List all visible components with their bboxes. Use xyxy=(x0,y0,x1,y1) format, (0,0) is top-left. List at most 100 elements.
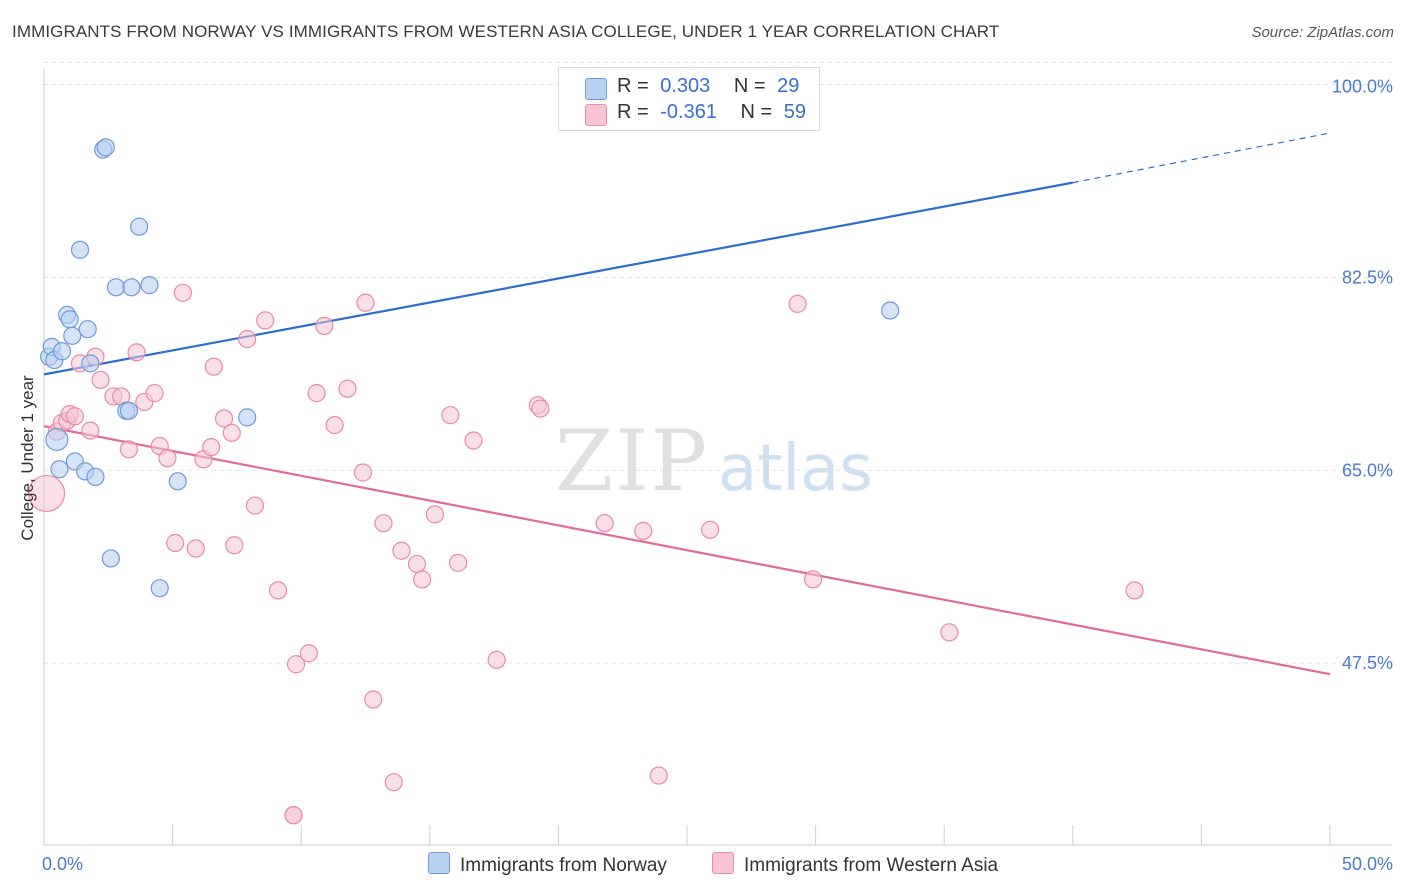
western-asia-point-20 xyxy=(186,539,205,558)
wa-r-label: R = xyxy=(617,101,649,123)
western-asia-point-5 xyxy=(65,407,84,426)
western-asia-point-37 xyxy=(325,415,344,435)
norway-swatch xyxy=(585,78,607,100)
norway-point-24 xyxy=(150,579,169,598)
norway-point-16 xyxy=(96,138,115,157)
western-asia-point-45 xyxy=(407,554,427,574)
norway-r-label: R = xyxy=(617,75,649,97)
trend-lines xyxy=(43,132,1331,676)
watermark-atlas: atlas xyxy=(718,432,873,506)
trend-line-norway-extension xyxy=(1072,132,1331,184)
norway-point-7 xyxy=(60,310,79,329)
western-asia-point-44 xyxy=(392,541,411,560)
western-asia-point-18 xyxy=(166,533,185,553)
norway-n-value: 29 xyxy=(777,75,800,97)
western-asia-point-34 xyxy=(299,644,319,663)
western-asia-point-55 xyxy=(634,521,653,540)
x-tick-label-min: 0.0% xyxy=(42,854,83,874)
western-asia-point-36 xyxy=(315,316,334,335)
bottom-legend-norway: Immigrants from Norway xyxy=(428,852,667,877)
western-asia-point-19 xyxy=(173,283,192,302)
norway-point-14 xyxy=(86,467,105,486)
norway-point-10 xyxy=(70,240,90,259)
norway-point-3 xyxy=(45,427,69,452)
x-tick-label-max: 50.0% xyxy=(1342,854,1393,874)
western-asia-point-35 xyxy=(307,384,326,403)
norway-point-22 xyxy=(130,217,149,236)
western-asia-point-29 xyxy=(256,311,275,330)
watermark-zip: ZIP xyxy=(555,412,709,510)
western-asia-point-58 xyxy=(788,294,807,313)
western-asia-point-15 xyxy=(145,384,164,403)
western-asia-point-17 xyxy=(158,449,177,468)
bottom-western-asia-swatch xyxy=(712,852,734,874)
y-tick-label-3: 100.0% xyxy=(1332,77,1393,97)
norway-point-28 xyxy=(881,301,900,320)
bottom-western-asia-label: Immigrants from Western Asia xyxy=(744,855,999,876)
y-axis-label: College, Under 1 year xyxy=(18,375,37,541)
bottom-norway-swatch xyxy=(428,852,450,874)
western-asia-point-28 xyxy=(245,496,265,515)
western-asia-point-53 xyxy=(531,399,550,418)
y-tick-label-0: 47.5% xyxy=(1342,653,1393,673)
western-asia-point-39 xyxy=(353,463,373,482)
norway-point-26 xyxy=(238,408,257,427)
western-asia-point-27 xyxy=(238,330,257,349)
axes xyxy=(43,68,1392,846)
western-asia-point-60 xyxy=(940,623,959,642)
norway-point-25 xyxy=(168,472,187,491)
norway-point-17 xyxy=(101,549,120,568)
western-asia-point-24 xyxy=(214,409,234,428)
correlation-legend: R = 0.303 N = 29 R = -0.361 N = 59 xyxy=(558,67,820,131)
western-asia-point-38 xyxy=(338,379,357,398)
data-points xyxy=(27,76,1144,825)
western-asia-point-51 xyxy=(487,650,506,669)
western-asia-point-43 xyxy=(384,773,403,792)
western-asia-point-47 xyxy=(425,505,445,524)
western-asia-point-42 xyxy=(374,514,393,533)
gridlines xyxy=(44,62,1392,664)
norway-point-13 xyxy=(81,354,100,373)
norway-point-20 xyxy=(119,401,138,420)
western-asia-point-23 xyxy=(204,357,223,376)
western-asia-point-40 xyxy=(356,293,375,312)
western-asia-point-33 xyxy=(286,655,306,674)
western-asia-point-32 xyxy=(284,806,303,825)
y-tick-labels: 47.5% 65.0% 82.5% 100.0% xyxy=(1332,77,1393,674)
x-ticks xyxy=(172,825,1331,845)
western-asia-point-54 xyxy=(595,514,614,533)
source-credit: Source: ZipAtlas.com xyxy=(1251,24,1394,41)
western-asia-point-41 xyxy=(364,690,383,709)
western-asia-point-9 xyxy=(91,370,110,390)
western-asia-point-46 xyxy=(412,570,432,589)
wa-r-value: -0.361 xyxy=(660,101,717,123)
western-asia-point-57 xyxy=(701,520,720,539)
wa-n-label: N = xyxy=(740,101,773,123)
norway-n-label: N = xyxy=(733,75,766,97)
western-asia-point-61 xyxy=(1125,581,1144,600)
western-asia-point-0 xyxy=(27,474,66,513)
trend-line-norway xyxy=(43,181,1074,376)
western-asia-point-22 xyxy=(202,438,221,457)
wa-n-value: 59 xyxy=(783,101,807,123)
watermark: ZIP atlas xyxy=(555,412,873,510)
western-asia-swatch xyxy=(585,104,607,126)
western-asia-point-7 xyxy=(81,421,100,440)
western-asia-point-25 xyxy=(222,423,241,442)
y-tick-label-1: 65.0% xyxy=(1342,460,1393,480)
norway-point-23 xyxy=(140,276,159,295)
western-asia-point-50 xyxy=(464,431,483,450)
western-asia-point-30 xyxy=(268,581,288,600)
norway-point-5 xyxy=(52,342,72,361)
western-asia-point-13 xyxy=(127,343,146,362)
norway-point-4 xyxy=(50,460,69,479)
norway-point-8 xyxy=(63,326,82,345)
bottom-norway-label: Immigrants from Norway xyxy=(460,855,667,876)
norway-point-18 xyxy=(106,278,126,297)
chart-title: IMMIGRANTS FROM NORWAY VS IMMIGRANTS FRO… xyxy=(12,22,1000,41)
y-tick-label-2: 82.5% xyxy=(1342,267,1393,287)
bottom-legend-western-asia: Immigrants from Western Asia xyxy=(712,852,998,877)
western-asia-point-48 xyxy=(441,406,460,425)
norway-point-21 xyxy=(122,278,141,297)
